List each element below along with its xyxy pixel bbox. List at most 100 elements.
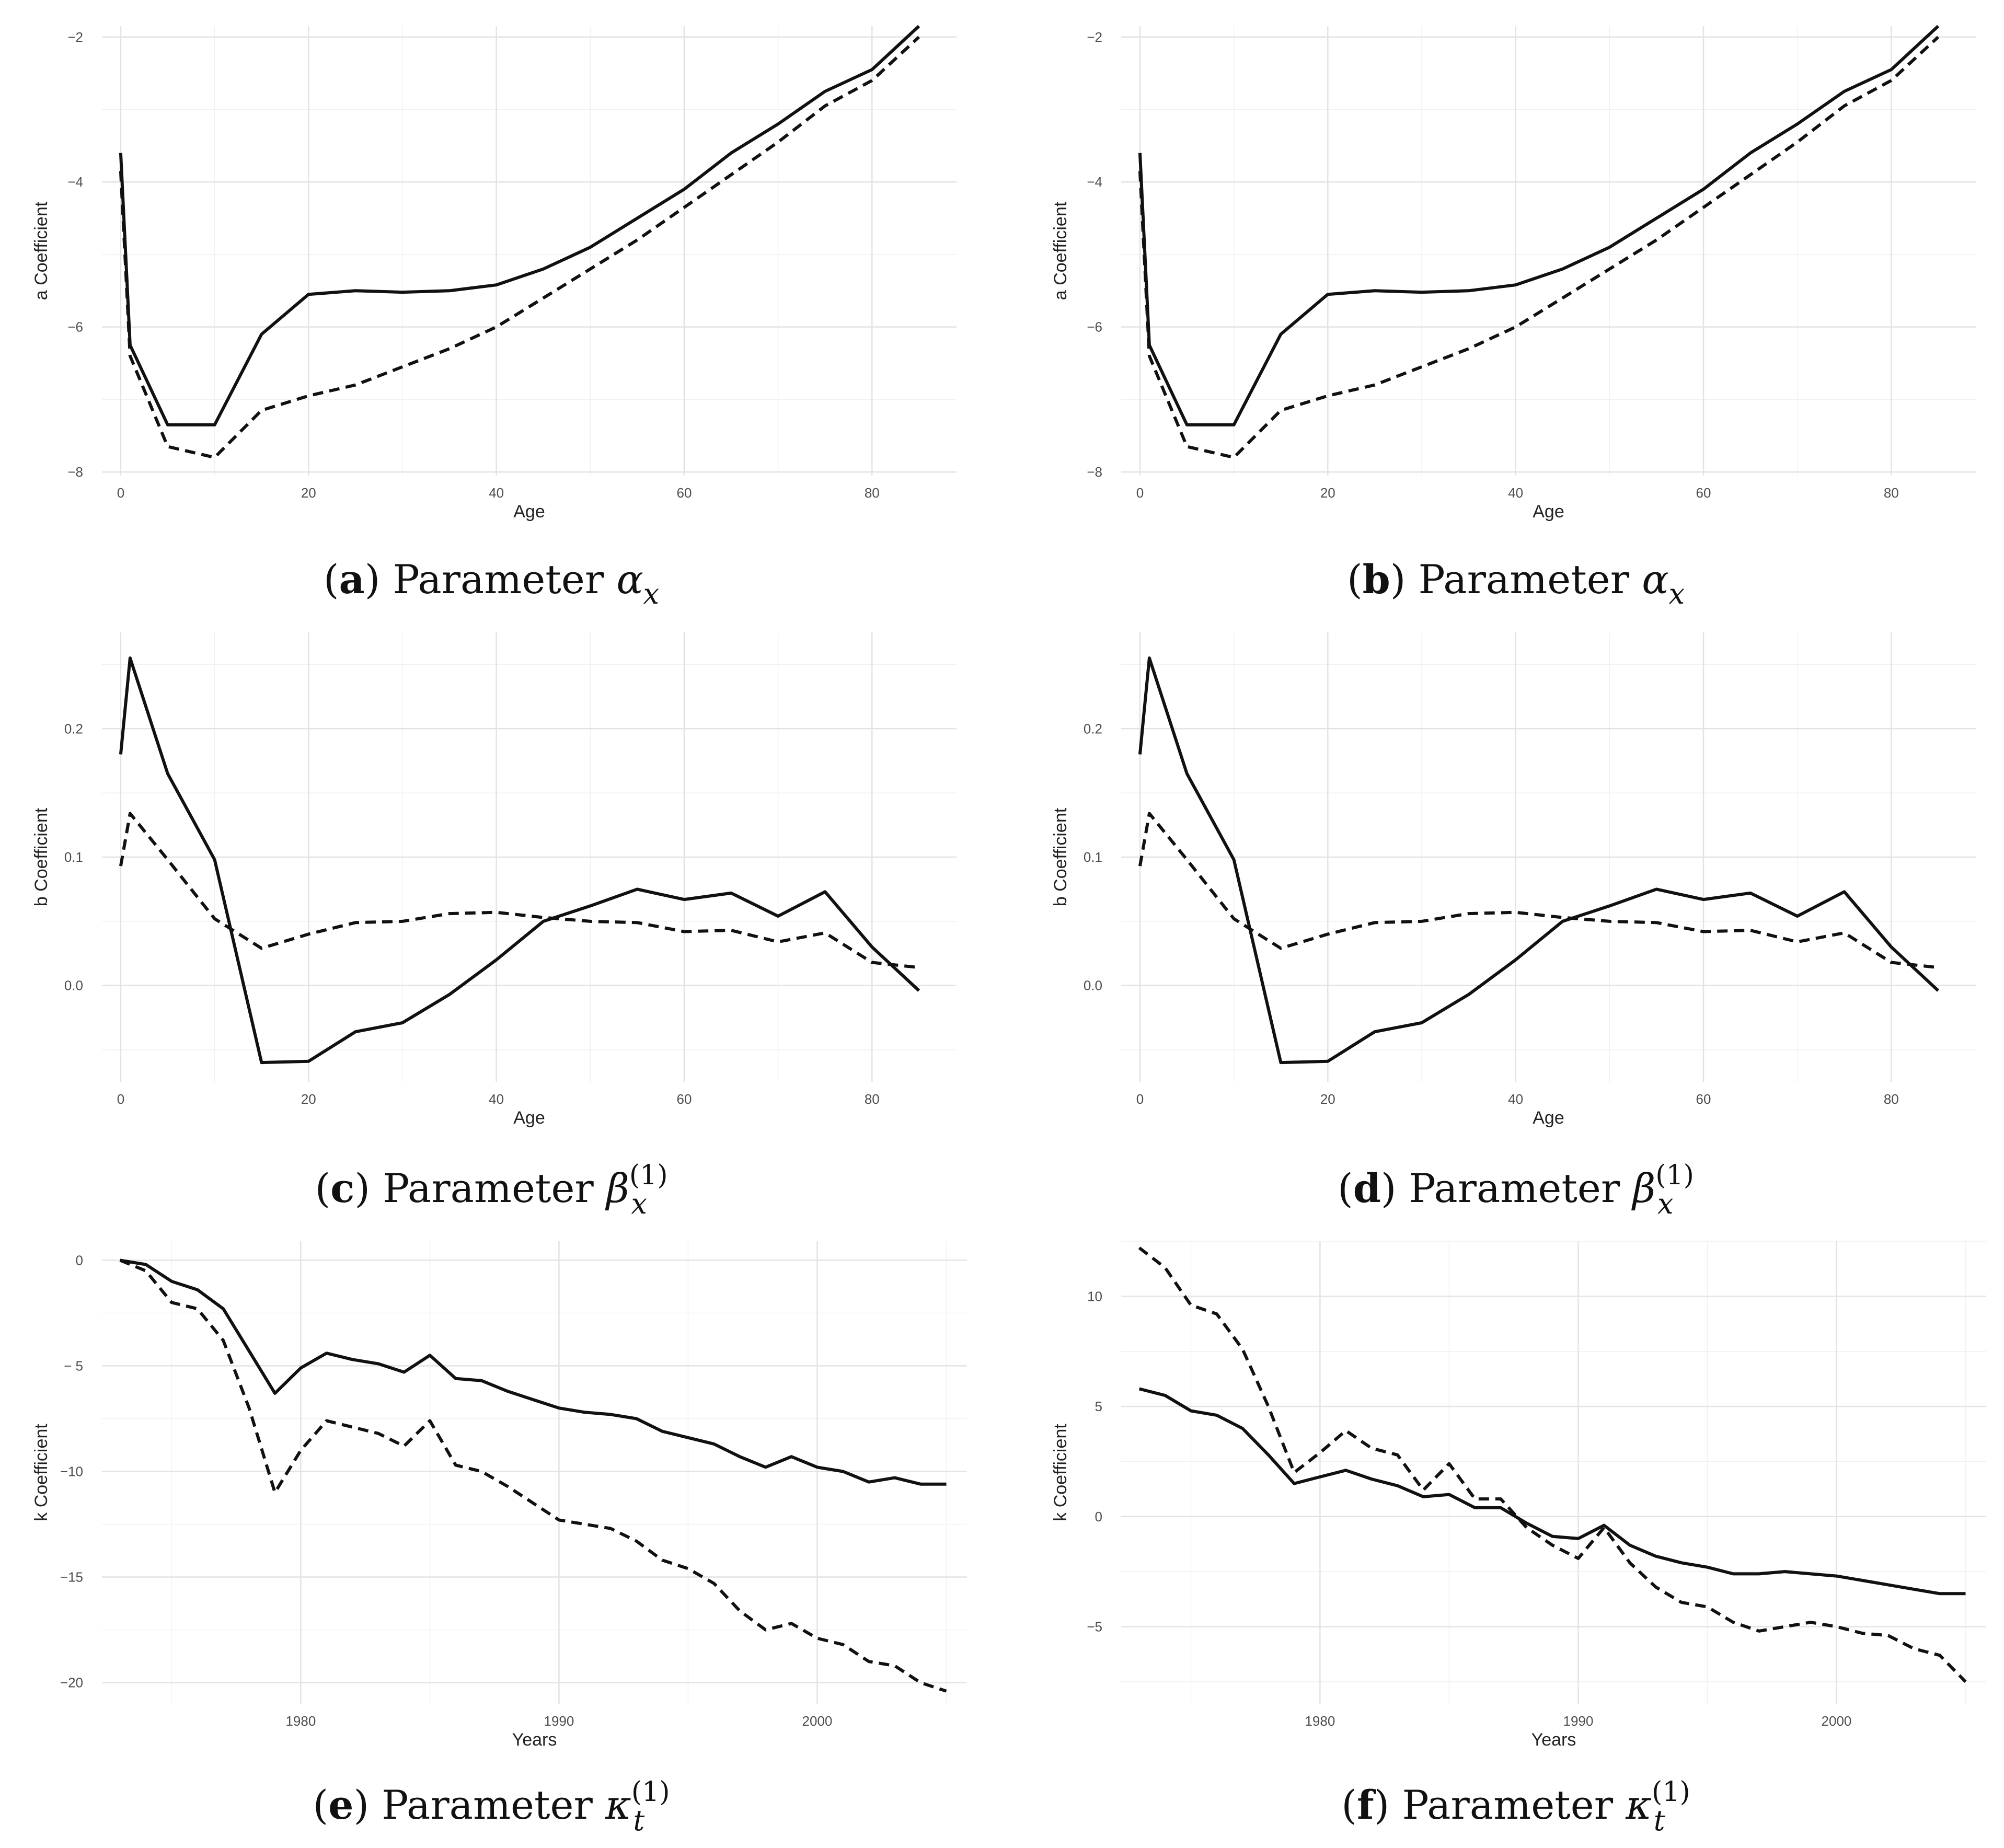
caption-subscript: t — [634, 1804, 645, 1837]
caption-paren: ( — [1338, 1165, 1353, 1211]
panel-d: 0 20 40 60 80 0.0 0.1 0.2 Age b Coefficient (d) Pa… — [1051, 632, 1976, 1220]
x-tick-label: 80 — [1884, 485, 1899, 501]
caption-symbol: α — [1642, 556, 1668, 603]
y-tick-label: −5 — [1087, 1619, 1102, 1635]
y-axis-title: a Coefficient — [31, 201, 51, 300]
series-line-dashed — [119, 1258, 947, 1693]
x-tick-label: 80 — [1884, 1091, 1899, 1107]
panel-e: 1980 1990 2000 −20 −15 −10 − 5 0 Years k Coeffici… — [31, 1241, 967, 1837]
series-line-dashed — [1138, 1246, 1967, 1683]
caption-symbol: β — [1631, 1165, 1655, 1211]
y-tick-label: 10 — [1087, 1288, 1102, 1304]
x-tick-label: 60 — [1696, 485, 1711, 501]
caption-text: ) Parameter — [1381, 1165, 1633, 1211]
x-tick-label: 60 — [1696, 1091, 1711, 1107]
y-tick-label: − 5 — [64, 1358, 83, 1373]
caption-subscript: x — [1669, 578, 1685, 610]
x-tick-label: 1980 — [1305, 1713, 1335, 1729]
caption-paren: ( — [1347, 556, 1363, 603]
caption-text: ) Parameter — [1390, 556, 1642, 603]
caption-paren: ( — [313, 1782, 328, 1828]
y-axis-title: a Coefficient — [1051, 201, 1070, 300]
caption-letter: e — [328, 1782, 353, 1828]
caption-symbol: α — [616, 556, 643, 603]
y-axis-title: b Coefficient — [1051, 807, 1070, 906]
y-tick-label: 0.1 — [64, 849, 83, 865]
caption-subscript: x — [1657, 1187, 1673, 1220]
y-tick-label: 0.1 — [1084, 849, 1102, 865]
panel-caption: (a) Parameter αx — [324, 556, 659, 610]
y-tick-label: −20 — [60, 1675, 83, 1691]
panel-f: 1980 1990 2000 −5 0 5 10 Years k Coefficient (f) … — [1051, 1241, 1986, 1837]
y-tick-label: −6 — [1087, 319, 1102, 335]
x-tick-label: 1980 — [285, 1713, 316, 1729]
caption-text: ) Parameter — [1374, 1782, 1626, 1828]
series-line-dashed — [119, 812, 919, 969]
caption-paren: ( — [315, 1165, 330, 1211]
panel-caption: (f) Parameter κ(1) t — [1341, 1776, 1690, 1837]
x-tick-label: 80 — [865, 485, 880, 501]
caption-superscript: (1) — [1655, 1160, 1694, 1191]
caption-text: ) Parameter — [353, 1782, 605, 1828]
panel-caption: (c) Parameter β(1) x — [315, 1160, 667, 1220]
caption-paren: ( — [324, 556, 339, 603]
panel-caption: (b) Parameter αx — [1347, 556, 1685, 610]
y-axis-title: b Coefficient — [31, 807, 51, 906]
y-tick-label: −8 — [67, 464, 83, 480]
y-axis-title: k Coefficient — [1051, 1424, 1070, 1521]
y-tick-label: −6 — [67, 319, 83, 335]
series-line-solid — [1138, 25, 1940, 426]
y-tick-label: −10 — [60, 1463, 83, 1479]
caption-symbol: κ — [1625, 1782, 1652, 1828]
x-tick-label: 80 — [865, 1091, 880, 1107]
x-tick-label: 20 — [301, 1091, 316, 1107]
x-tick-label: 0 — [1136, 1091, 1144, 1107]
caption-letter: a — [339, 556, 365, 603]
x-tick-label: 20 — [1320, 1091, 1335, 1107]
x-axis-title: Age — [1533, 502, 1564, 522]
x-tick-label: 40 — [1508, 1091, 1523, 1107]
x-tick-label: 20 — [1320, 485, 1335, 501]
caption-paren: ( — [1341, 1782, 1357, 1828]
series-line-dashed — [1138, 812, 1939, 969]
caption-text: ) Parameter — [365, 556, 617, 603]
y-tick-label: 5 — [1095, 1399, 1102, 1414]
y-tick-label: −2 — [67, 29, 83, 45]
x-tick-label: 40 — [489, 1091, 504, 1107]
y-tick-label: 0 — [76, 1252, 83, 1268]
series-line-solid — [119, 656, 920, 1065]
caption-letter: d — [1353, 1165, 1381, 1211]
panel-a: 0 20 40 60 80 −8 −6 −4 −2 Age a Coefficient (a) Par… — [31, 25, 957, 610]
x-tick-label: 1990 — [1563, 1713, 1594, 1729]
caption-symbol: β — [605, 1165, 629, 1211]
panel-c: 0 20 40 60 80 0.0 0.1 0.2 Age b Coefficient (c) Pa… — [31, 632, 957, 1220]
series-line-solid — [1138, 656, 1940, 1065]
y-tick-label: −4 — [67, 174, 83, 190]
caption-symbol: κ — [605, 1782, 631, 1828]
x-tick-label: 0 — [117, 485, 124, 501]
series-line-solid — [1138, 1387, 1966, 1596]
x-tick-label: 2000 — [802, 1713, 833, 1729]
x-tick-label: 1990 — [544, 1713, 574, 1729]
caption-letter: c — [330, 1165, 354, 1211]
panel-b: 0 20 40 60 80 −8 −6 −4 −2 Age a Coefficient (b) Par… — [1051, 25, 1976, 610]
x-tick-label: 20 — [301, 485, 316, 501]
caption-superscript: (1) — [1652, 1776, 1690, 1808]
y-tick-label: 0.2 — [64, 721, 83, 736]
caption-letter: f — [1357, 1782, 1376, 1828]
series-line-solid — [119, 25, 920, 426]
x-tick-label: 40 — [489, 485, 504, 501]
x-tick-label: 60 — [676, 1091, 692, 1107]
panel-caption: (d) Parameter β(1) x — [1338, 1160, 1694, 1220]
x-axis-title: Age — [1533, 1108, 1564, 1128]
y-tick-label: 0.0 — [64, 978, 83, 994]
y-tick-label: 0.2 — [1084, 721, 1102, 736]
x-axis-title: Age — [513, 1108, 545, 1128]
caption-subscript: x — [643, 578, 659, 610]
x-tick-label: 40 — [1508, 485, 1523, 501]
y-tick-label: −4 — [1087, 174, 1102, 190]
x-axis-title: Years — [512, 1730, 557, 1750]
caption-superscript: (1) — [631, 1776, 670, 1808]
y-axis-title: k Coefficient — [31, 1424, 51, 1521]
